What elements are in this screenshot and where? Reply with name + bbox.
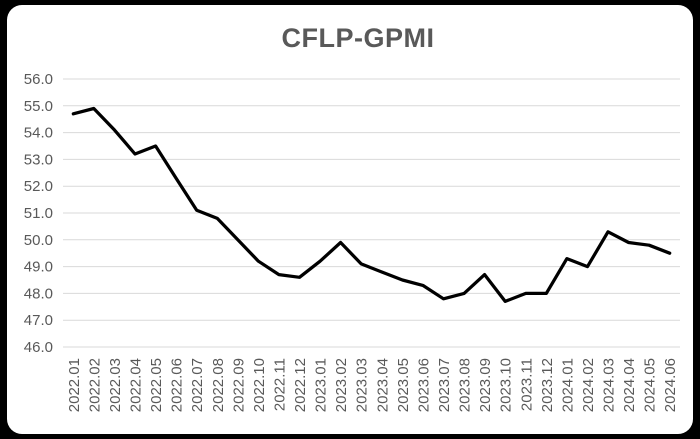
x-axis-tick-label: 2023.05 bbox=[395, 358, 412, 412]
x-axis-tick-label: 2023.07 bbox=[436, 358, 453, 412]
x-axis-tick-label: 2023.12 bbox=[539, 358, 556, 412]
y-axis-tick-label: 46.0 bbox=[24, 339, 53, 356]
chart-title: CFLP-GPMI bbox=[282, 23, 435, 53]
y-axis-tick-label: 56.0 bbox=[24, 71, 53, 88]
x-axis-tick-label: 2022.03 bbox=[107, 358, 124, 412]
y-axis-tick-label: 51.0 bbox=[24, 205, 53, 222]
x-axis-tick-label: 2024.04 bbox=[621, 358, 638, 412]
x-axis-tick-label: 2023.08 bbox=[457, 358, 474, 412]
x-axis-tick-label: 2023.01 bbox=[313, 358, 330, 412]
x-axis-tick-label: 2023.09 bbox=[477, 358, 494, 412]
x-axis-labels-group: 2022.01 2022.02 2022.03 2022.04 2022.05 2022.… bbox=[66, 358, 679, 412]
x-axis-tick-label: 2023.04 bbox=[374, 358, 391, 412]
x-axis-tick-label: 2024.06 bbox=[662, 358, 679, 412]
chart-card-background bbox=[7, 5, 693, 434]
x-axis-tick-label: 2023.10 bbox=[498, 358, 515, 412]
y-axis-tick-label: 48.0 bbox=[24, 285, 53, 302]
x-axis-tick-label: 2024.01 bbox=[559, 358, 576, 412]
y-axis-tick-label: 55.0 bbox=[24, 98, 53, 115]
x-axis-tick-label: 2022.10 bbox=[251, 358, 268, 412]
x-axis-tick-label: 2023.03 bbox=[354, 358, 371, 412]
x-axis-tick-label: 2022.01 bbox=[66, 358, 83, 412]
y-axis-tick-label: 47.0 bbox=[24, 312, 53, 329]
x-axis-tick-label: 2024.02 bbox=[580, 358, 597, 412]
x-axis-tick-label: 2024.03 bbox=[601, 358, 618, 412]
series-line-cflp-gpmi bbox=[71, 106, 672, 304]
y-axis-tick-label: 50.0 bbox=[24, 232, 53, 249]
y-axis-tick-label: 52.0 bbox=[24, 178, 53, 195]
y-axis-tick-label: 53.0 bbox=[24, 151, 53, 168]
y-axis-labels-group: 56.0 55.0 54.0 53.0 52.0 51.0 50.0 49.0 48.0 47.0… bbox=[24, 71, 53, 356]
x-axis-tick-label: 2022.05 bbox=[148, 358, 165, 412]
x-axis-tick-label: 2023.02 bbox=[333, 358, 350, 412]
x-axis-tick-label: 2022.12 bbox=[292, 358, 309, 412]
x-axis-tick-label: 2023.06 bbox=[415, 358, 432, 412]
x-axis-tick-label: 2023.11 bbox=[518, 358, 535, 411]
x-axis-tick-label: 2022.09 bbox=[230, 358, 247, 412]
x-axis-tick-label: 2022.02 bbox=[86, 358, 103, 412]
x-axis-tick-label: 2022.06 bbox=[169, 358, 186, 412]
x-axis-tick-label: 2022.07 bbox=[189, 358, 206, 412]
y-axis-tick-label: 54.0 bbox=[24, 125, 53, 142]
x-axis-tick-label: 2024.05 bbox=[642, 358, 659, 412]
gridlines-group bbox=[63, 78, 680, 348]
x-axis-tick-label: 2022.04 bbox=[127, 358, 144, 412]
x-axis-tick-label: 2022.08 bbox=[210, 358, 227, 412]
x-axis-tick-label: 2022.11 bbox=[271, 358, 288, 411]
y-axis-tick-label: 49.0 bbox=[24, 259, 53, 276]
